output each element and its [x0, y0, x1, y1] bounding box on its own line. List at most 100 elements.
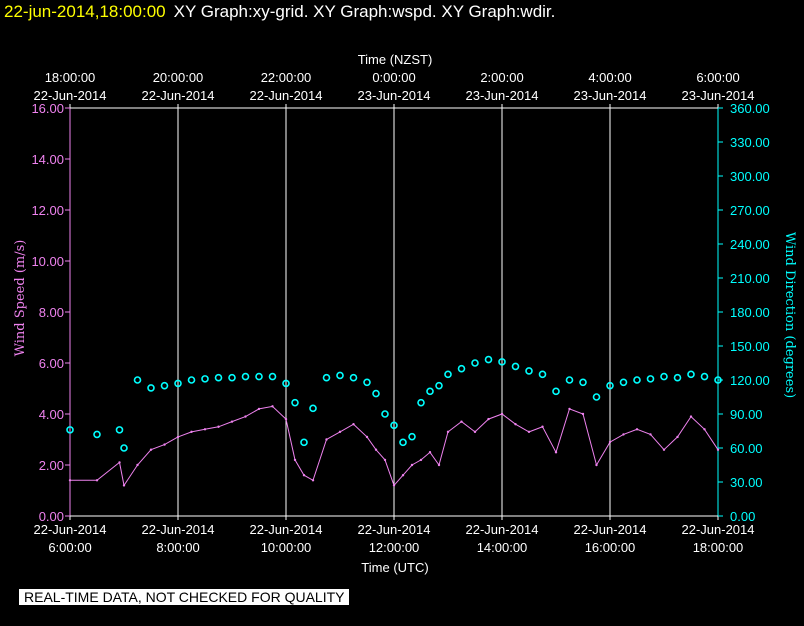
- x-axis-label: Time (UTC): [361, 560, 428, 575]
- wind-direction-point: [408, 432, 416, 441]
- wind-direction-point: [363, 378, 371, 387]
- wind-speed-point: [487, 417, 490, 421]
- wind-speed-point: [527, 430, 531, 434]
- wind-speed-point: [338, 430, 342, 434]
- wind-direction-point: [349, 373, 358, 382]
- y-right-tick-label: 210.00: [730, 271, 770, 286]
- wind-speed-point: [365, 435, 369, 439]
- y-left-tick-label: 2.00: [39, 458, 64, 473]
- top-axis-label: Time (NZST): [358, 52, 433, 67]
- x-tick-date: 22-Jun-2014: [142, 522, 215, 537]
- x-tick-time: 8:00:00: [156, 540, 199, 555]
- top-tick-date: 23-Jun-2014: [682, 88, 755, 103]
- wind-direction-point: [673, 373, 682, 382]
- wind-speed-point: [374, 448, 378, 451]
- wind-speed-point: [716, 448, 720, 451]
- wind-direction-point: [120, 444, 128, 452]
- wind-speed-point: [190, 430, 193, 434]
- wind-direction-point: [714, 376, 722, 384]
- wind-direction-point: [174, 379, 182, 388]
- wind-speed-point: [437, 463, 441, 467]
- wind-speed-point: [136, 463, 139, 467]
- y-right-tick-label: 300.00: [730, 169, 770, 184]
- wind-direction-point: [255, 372, 263, 381]
- x-tick-time: 12:00:00: [369, 540, 420, 555]
- top-tick-date: 23-Jun-2014: [574, 88, 647, 103]
- wind-direction-point: [282, 379, 290, 388]
- wind-speed-point: [352, 423, 355, 426]
- x-tick-date: 22-Jun-2014: [574, 522, 647, 537]
- top-tick-time: 20:00:00: [153, 70, 204, 85]
- wind-direction-point: [390, 421, 398, 430]
- wind-speed-point: [217, 425, 220, 428]
- wind-direction-point: [201, 375, 209, 383]
- wind-speed-point: [176, 435, 180, 439]
- wind-speed-point: [689, 415, 693, 418]
- wind-direction-point: [552, 387, 560, 396]
- wind-speed-point: [473, 430, 477, 434]
- wind-direction-point: [268, 372, 277, 381]
- wind-speed-point: [68, 479, 72, 482]
- wind-direction-point: [309, 404, 317, 413]
- wind-speed-point: [271, 405, 274, 408]
- y-right-tick-label: 270.00: [730, 203, 770, 218]
- wind-direction-point: [646, 375, 655, 383]
- wind-speed-point: [635, 428, 639, 431]
- chart-header: 22-jun-2014,18:00:00 XY Graph:xy-grid. XY…: [4, 2, 555, 22]
- wind-direction-point: [147, 384, 155, 392]
- wind-speed-point: [500, 412, 504, 416]
- y-right-tick-label: 90.00: [730, 407, 763, 422]
- y-right-tick-label: 150.00: [730, 339, 770, 354]
- wind-direction-point: [435, 381, 443, 390]
- wind-direction-point: [133, 376, 142, 384]
- wind-speed-point: [122, 484, 126, 487]
- wind-speed-point: [392, 484, 396, 487]
- wind-direction-point: [417, 398, 425, 407]
- wind-direction-point: [606, 381, 614, 390]
- y-right-axis-label: Wind Direction (degrees): [782, 232, 797, 398]
- wind-direction-point: [115, 426, 124, 434]
- wind-direction-point: [426, 387, 434, 396]
- wind-direction-point: [592, 393, 601, 401]
- wind-speed-point: [95, 479, 99, 482]
- wind-direction-point: [291, 398, 299, 407]
- wind-speed-point: [608, 440, 612, 444]
- top-tick-time: 22:00:00: [261, 70, 312, 85]
- top-tick-date: 23-Jun-2014: [358, 88, 431, 103]
- x-tick-date: 22-Jun-2014: [34, 522, 107, 537]
- wind-direction-point: [66, 426, 74, 434]
- wind-speed-point: [230, 420, 234, 423]
- x-tick-time: 16:00:00: [585, 540, 636, 555]
- top-tick-date: 22-Jun-2014: [34, 88, 107, 103]
- wind-speed-point: [401, 474, 405, 477]
- y-left-tick-label: 8.00: [39, 305, 64, 320]
- y-left-tick-label: 4.00: [39, 407, 64, 422]
- y-right-tick-label: 0.00: [730, 509, 755, 524]
- wind-direction-point: [498, 358, 506, 366]
- y-left-tick-label: 6.00: [39, 356, 64, 371]
- x-tick-time: 6:00:00: [48, 540, 91, 555]
- wind-speed-point: [163, 443, 166, 446]
- wind-speed-point: [541, 425, 544, 428]
- x-tick-time: 14:00:00: [477, 540, 528, 555]
- y-right-tick-label: 180.00: [730, 305, 770, 320]
- header-titles: XY Graph:xy-grid. XY Graph:wspd. XY Grap…: [173, 2, 556, 21]
- wind-direction-point: [687, 370, 695, 379]
- wind-direction-point: [619, 378, 628, 387]
- wind-direction-point: [484, 355, 493, 364]
- top-tick-time: 6:00:00: [696, 70, 739, 85]
- wind-speed-point: [595, 463, 598, 467]
- wind-direction-point: [93, 430, 101, 439]
- wind-speed-point: [662, 448, 666, 451]
- y-left-axis-label: Wind Speed (m/s): [13, 240, 28, 357]
- wind-speed-point: [419, 458, 423, 462]
- wind-direction-point: [187, 376, 196, 384]
- wind-direction-point: [471, 359, 479, 367]
- x-tick-date: 22-Jun-2014: [682, 522, 755, 537]
- x-tick-time: 18:00:00: [693, 540, 744, 555]
- wind-speed-point: [568, 407, 571, 411]
- wind-direction-point: [399, 438, 407, 447]
- wind-speed-point: [410, 463, 414, 467]
- wind-direction-point: [700, 372, 709, 381]
